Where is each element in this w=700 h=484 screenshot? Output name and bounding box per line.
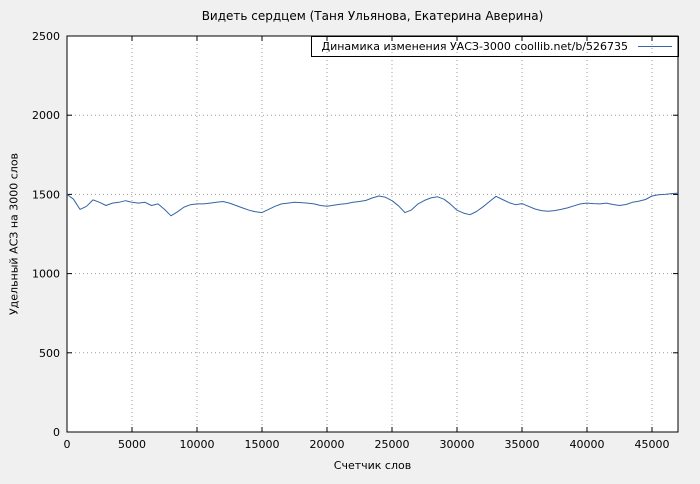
chart-title: Видеть сердцем (Таня Ульянова, Екатерина…: [201, 9, 544, 23]
x-tick-label: 20000: [310, 438, 345, 451]
series-line: [66, 192, 679, 217]
x-tick-label: 10000: [180, 438, 215, 451]
y-tick-label: 1500: [32, 188, 60, 201]
x-tick-label: 25000: [375, 438, 410, 451]
y-tick-label: 1000: [32, 268, 60, 281]
plot-area: [67, 36, 678, 432]
legend: Динамика изменения УАСЗ-3000 coollib.net…: [310, 36, 679, 57]
x-tick-label: 5000: [118, 438, 146, 451]
y-axis-label: Удельный АСЗ на 3000 слов: [7, 152, 21, 316]
x-tick-label: 45000: [635, 438, 670, 451]
y-tick-label: 0: [53, 426, 60, 439]
x-tick-label: 15000: [245, 438, 280, 451]
legend-label: Динамика изменения УАСЗ-3000 coollib.net…: [321, 40, 629, 53]
x-axis-label: Счетчик слов: [333, 459, 412, 472]
x-tick-label: 30000: [440, 438, 475, 451]
x-tick-label: 0: [64, 438, 71, 451]
y-tick-label: 2000: [32, 109, 60, 122]
x-tick-label: 35000: [505, 438, 540, 451]
y-tick-label: 2500: [32, 30, 60, 43]
x-tick-label: 40000: [570, 438, 605, 451]
y-tick-label: 500: [39, 347, 60, 360]
legend-line-sample: [638, 46, 672, 47]
